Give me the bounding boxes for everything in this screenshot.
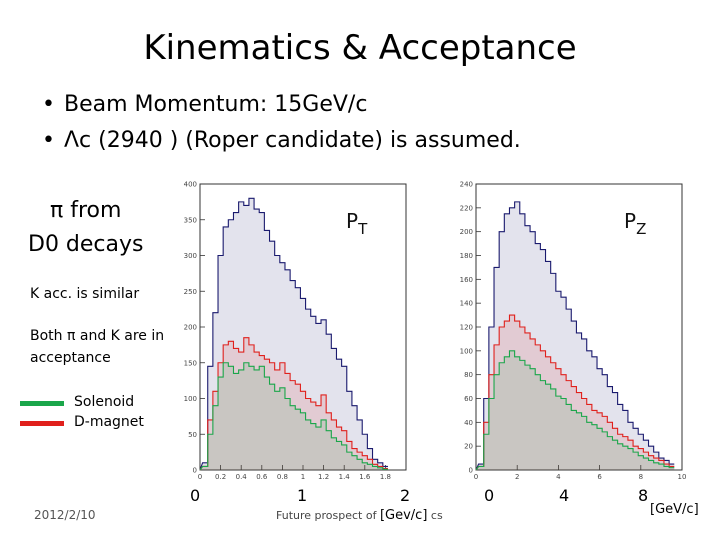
pz-x-tick-label: 6 bbox=[597, 473, 602, 481]
pt-frame bbox=[199, 183, 407, 471]
pz-title-subscript: Z bbox=[636, 220, 646, 238]
pz-x-tick-label: 8 bbox=[639, 473, 643, 481]
pz-histogram-svg: 0 20 40 60 80 100 120 140 160 180 200 220 240 0 2 4 6 8 10… bbox=[460, 181, 687, 482]
pz-x-tick-label: 0 bbox=[474, 473, 478, 481]
pt-y-tick-label: 300 bbox=[184, 252, 197, 260]
pt-y-tick-label: 50 bbox=[188, 431, 197, 439]
pt-x-tick-label: 1.8 bbox=[380, 473, 391, 481]
legend-swatch-d-magnet bbox=[20, 421, 64, 426]
slide-title: Kinematics & Acceptance bbox=[143, 28, 577, 68]
pz-y-tick-label: 60 bbox=[464, 395, 473, 403]
pt-x-major-tick-1: 1 bbox=[297, 486, 308, 505]
pz-histogram: 0 20 40 60 80 100 120 140 160 180 200 220 240 0 2 4 6 8 10… bbox=[446, 176, 690, 484]
pz-x-major-tick-8: 8 bbox=[638, 486, 649, 505]
pz-series-0-fill bbox=[476, 201, 675, 470]
pz-series-2-fill bbox=[476, 350, 675, 470]
pt-series-2-line bbox=[199, 362, 388, 471]
pt-series-0-fill bbox=[200, 198, 388, 471]
footer-text-tail: cs bbox=[430, 509, 443, 522]
pt-x-tick-label: 0.2 bbox=[215, 473, 226, 481]
pz-y-tick-label: 180 bbox=[460, 252, 473, 260]
footer-date: 2012/2/10 bbox=[34, 508, 96, 522]
pz-y-tick-label: 20 bbox=[464, 443, 473, 451]
pt-series-2-fill bbox=[200, 362, 388, 470]
pz-y-tick-label: 80 bbox=[464, 371, 473, 379]
legend-label-d-magnet: D-magnet bbox=[74, 414, 144, 430]
pt-x-tick-label: 0.8 bbox=[277, 473, 288, 481]
pz-series-1-line bbox=[475, 314, 675, 471]
pz-y-tick-label: 100 bbox=[460, 347, 473, 355]
pt-y-tick-label: 200 bbox=[184, 324, 197, 332]
legend-label-solenoid: Solenoid bbox=[74, 394, 135, 410]
pt-title-subscript: T bbox=[357, 220, 368, 238]
legend-swatch-solenoid bbox=[20, 401, 64, 406]
pt-series-1-fill bbox=[200, 337, 388, 470]
bullet-lambda-c: • Λc (2940 ) (Roper candidate) is assumed… bbox=[42, 128, 521, 153]
pt-histogram-svg: 0 50 100 150 200 250 300 350 400 0 0.2 0.4 0.6 0.8 1 1.… bbox=[184, 181, 407, 481]
pt-x-tick-label: 0 bbox=[198, 473, 202, 481]
footer-text: Future prospect of [Gev/c] cs bbox=[276, 508, 443, 523]
pt-x-major-tick-2: 2 bbox=[400, 486, 411, 505]
pt-y-tick-label: 150 bbox=[184, 359, 197, 367]
pz-x-major-tick-0: 0 bbox=[484, 486, 495, 505]
pz-y-tick-label: 160 bbox=[460, 276, 473, 284]
bullet-beam-momentum: • Beam Momentum: 15GeV/c bbox=[42, 92, 367, 117]
pt-histogram: 0 50 100 150 200 250 300 350 400 0 0.2 0.4 0.6 0.8 1 1.… bbox=[168, 176, 414, 484]
bullet-text: Λc (2940 ) (Roper candidate) is assumed. bbox=[64, 128, 521, 153]
pt-y-tick-label: 350 bbox=[184, 216, 197, 224]
pz-series-2-line bbox=[475, 350, 675, 471]
pz-y-tick-label: 0 bbox=[469, 467, 473, 475]
bullet-dot: • bbox=[42, 92, 55, 117]
pt-y-tick-label: 400 bbox=[184, 181, 197, 189]
pz-x-major-tick-4: 4 bbox=[559, 486, 570, 505]
side-title-line2: D0 decays bbox=[28, 232, 144, 257]
pt-unit-label: [Gev/c] bbox=[379, 508, 428, 523]
both-acceptance-note-line2: acceptance bbox=[30, 350, 111, 366]
footer-text-lead: Future prospect of bbox=[276, 509, 377, 522]
pt-y-tick-label: 0 bbox=[193, 467, 197, 475]
both-acceptance-note-line1: Both π and K are in bbox=[30, 328, 165, 344]
side-title-line1: π from bbox=[50, 198, 122, 223]
pz-y-tick-label: 40 bbox=[464, 419, 473, 427]
pz-series-0-line bbox=[475, 201, 675, 471]
pz-frame bbox=[475, 183, 683, 471]
k-acceptance-note: K acc. is similar bbox=[30, 286, 140, 302]
pz-unit-label: [GeV/c] bbox=[650, 502, 699, 517]
pt-x-tick-label: 1.2 bbox=[318, 473, 329, 481]
pt-x-tick-label: 0.6 bbox=[256, 473, 268, 481]
pz-series-1-fill bbox=[476, 315, 675, 470]
bullet-dot: • bbox=[42, 128, 55, 153]
pz-x-tick-label: 2 bbox=[515, 473, 519, 481]
pt-x-major-tick-0: 0 bbox=[190, 486, 201, 505]
pz-x-tick-label: 4 bbox=[556, 473, 561, 481]
bullet-text: Beam Momentum: 15GeV/c bbox=[64, 92, 368, 117]
pt-y-tick-label: 250 bbox=[184, 288, 197, 296]
pt-y-tick-label: 100 bbox=[184, 395, 197, 403]
pz-x-tick-label: 10 bbox=[678, 473, 687, 481]
pt-x-tick-label: 1.4 bbox=[339, 473, 351, 481]
pt-series-0-line bbox=[199, 197, 388, 471]
pz-y-tick-label: 200 bbox=[460, 228, 473, 236]
pz-y-tick-label: 140 bbox=[460, 300, 473, 308]
pt-x-tick-label: 1.6 bbox=[359, 473, 371, 481]
pt-series-1-line bbox=[199, 337, 388, 471]
pz-y-tick-label: 240 bbox=[460, 181, 473, 189]
pz-y-tick-label: 120 bbox=[460, 324, 473, 332]
pt-x-tick-label: 0.4 bbox=[236, 473, 248, 481]
pz-y-tick-label: 220 bbox=[460, 204, 473, 212]
pt-x-tick-label: 1 bbox=[301, 473, 305, 481]
